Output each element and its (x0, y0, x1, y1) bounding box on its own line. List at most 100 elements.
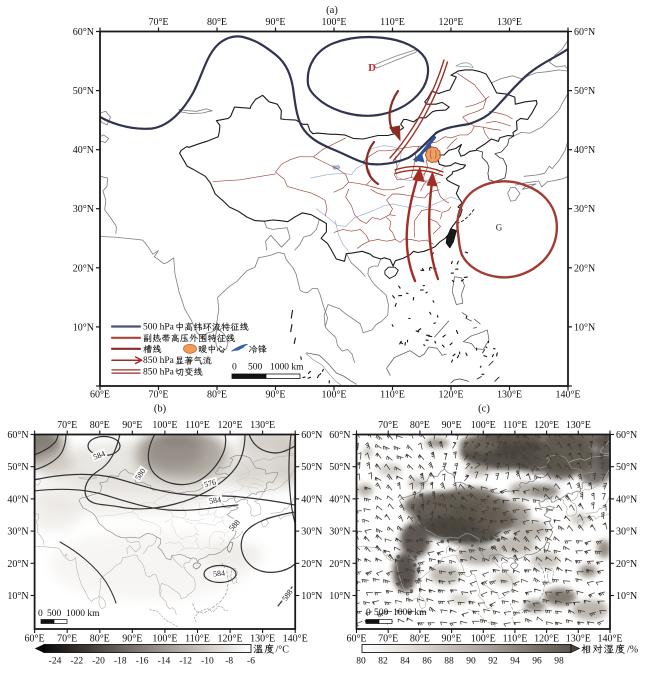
svg-text:120°E: 120°E (438, 17, 463, 28)
svg-text:30°N: 30°N (7, 527, 28, 538)
svg-text:90°E: 90°E (442, 420, 462, 431)
svg-text:80°E: 80°E (90, 420, 110, 431)
svg-text:120°E: 120°E (217, 634, 242, 645)
svg-text:80: 80 (356, 657, 366, 667)
svg-text:20°N: 20°N (616, 559, 637, 570)
svg-text:110°E: 110°E (503, 634, 528, 645)
svg-text:60°E: 60°E (346, 634, 366, 645)
svg-text:130°E: 130°E (250, 420, 275, 431)
svg-text:/%: /% (627, 645, 638, 656)
svg-text:110°E: 110°E (503, 420, 528, 431)
svg-text:0: 0 (232, 363, 237, 373)
svg-text:110°E: 110°E (185, 634, 210, 645)
svg-text:20°N: 20°N (7, 559, 28, 570)
svg-text:584: 584 (92, 449, 106, 462)
svg-text:120°E: 120°E (534, 420, 559, 431)
svg-text:10°N: 10°N (574, 322, 595, 333)
svg-text:40°N: 40°N (574, 145, 595, 156)
svg-text:(c): (c) (478, 404, 490, 415)
svg-text:70°E: 70°E (57, 634, 77, 645)
svg-text:84: 84 (400, 657, 410, 667)
svg-text:10°N: 10°N (73, 322, 94, 333)
svg-text:1000 km: 1000 km (66, 609, 100, 619)
svg-text:70°E: 70°E (378, 420, 398, 431)
svg-text:130°E: 130°E (250, 634, 275, 645)
svg-text:70°E: 70°E (148, 17, 168, 28)
svg-text:120°E: 120°E (217, 420, 242, 431)
svg-text:-20: -20 (92, 657, 105, 667)
svg-text:70°E: 70°E (378, 634, 398, 645)
svg-text:20°N: 20°N (574, 263, 595, 274)
svg-text:G: G (496, 223, 503, 233)
svg-text:30°N: 30°N (574, 204, 595, 215)
svg-text:100°E: 100°E (471, 634, 496, 645)
svg-text:82: 82 (378, 657, 388, 667)
svg-text:130°E: 130°E (497, 17, 522, 28)
svg-text:30°N: 30°N (301, 527, 322, 538)
svg-text:30°N: 30°N (73, 204, 94, 215)
svg-text:20°N: 20°N (329, 559, 350, 570)
svg-text:-24: -24 (49, 657, 62, 667)
svg-text:850 hPa: 850 hPa (143, 356, 175, 366)
svg-text:140°E: 140°E (597, 634, 622, 645)
svg-text:30°N: 30°N (616, 527, 637, 538)
svg-text:10°N: 10°N (301, 591, 322, 602)
svg-text:86: 86 (422, 657, 432, 667)
svg-text:40°N: 40°N (73, 145, 94, 156)
svg-text:90°E: 90°E (265, 390, 285, 401)
svg-text:60°E: 60°E (90, 390, 110, 401)
svg-text:80°E: 80°E (410, 634, 430, 645)
svg-text:0: 0 (38, 609, 43, 619)
svg-text:100°E: 100°E (471, 420, 496, 431)
svg-text:140°E: 140°E (555, 390, 580, 401)
svg-text:-12: -12 (179, 657, 192, 667)
svg-text:50°N: 50°N (73, 86, 94, 97)
svg-text:850 hPa: 850 hPa (143, 368, 175, 378)
svg-text:60°N: 60°N (574, 27, 595, 38)
svg-text:-8: -8 (225, 657, 233, 667)
svg-text:50°N: 50°N (616, 462, 637, 473)
svg-text:/°C: /°C (276, 645, 290, 656)
svg-text:110°E: 110°E (185, 420, 210, 431)
svg-text:40°N: 40°N (329, 494, 350, 505)
svg-text:10°N: 10°N (7, 591, 28, 602)
svg-text:20°N: 20°N (73, 263, 94, 274)
svg-text:130°E: 130°E (497, 390, 522, 401)
svg-text:10°N: 10°N (329, 591, 350, 602)
svg-text:70°E: 70°E (57, 420, 77, 431)
svg-text:94: 94 (510, 657, 520, 667)
svg-text:40°N: 40°N (7, 494, 28, 505)
svg-text:120°E: 120°E (438, 390, 463, 401)
svg-text:60°N: 60°N (616, 430, 637, 441)
svg-text:(b): (b) (154, 404, 167, 415)
svg-text:60°E: 60°E (25, 634, 45, 645)
svg-text:D: D (368, 63, 376, 74)
svg-text:90°E: 90°E (122, 420, 142, 431)
svg-text:92: 92 (488, 657, 498, 667)
svg-text:50°N: 50°N (7, 462, 28, 473)
svg-text:500: 500 (47, 609, 62, 619)
svg-text:120°E: 120°E (534, 634, 559, 645)
svg-text:88: 88 (444, 657, 454, 667)
svg-text:130°E: 130°E (566, 634, 591, 645)
svg-text:60°N: 60°N (329, 430, 350, 441)
svg-text:98: 98 (554, 657, 564, 667)
svg-text:50°N: 50°N (574, 86, 595, 97)
svg-text:80°E: 80°E (90, 634, 110, 645)
svg-text:60°N: 60°N (73, 27, 94, 38)
svg-text:40°N: 40°N (616, 494, 637, 505)
svg-text:-16: -16 (136, 657, 149, 667)
svg-text:-22: -22 (70, 657, 83, 667)
svg-text:500: 500 (248, 363, 263, 373)
svg-text:80°E: 80°E (410, 420, 430, 431)
svg-text:130°E: 130°E (566, 420, 591, 431)
svg-text:0: 0 (366, 608, 371, 618)
svg-text:-10: -10 (201, 657, 214, 667)
svg-text:70°E: 70°E (148, 390, 168, 401)
svg-text:-18: -18 (114, 657, 127, 667)
svg-text:100°E: 100°E (152, 634, 177, 645)
svg-text:90°E: 90°E (442, 634, 462, 645)
svg-text:90: 90 (466, 657, 476, 667)
svg-text:110°E: 110°E (380, 17, 405, 28)
svg-text:80°E: 80°E (207, 390, 227, 401)
